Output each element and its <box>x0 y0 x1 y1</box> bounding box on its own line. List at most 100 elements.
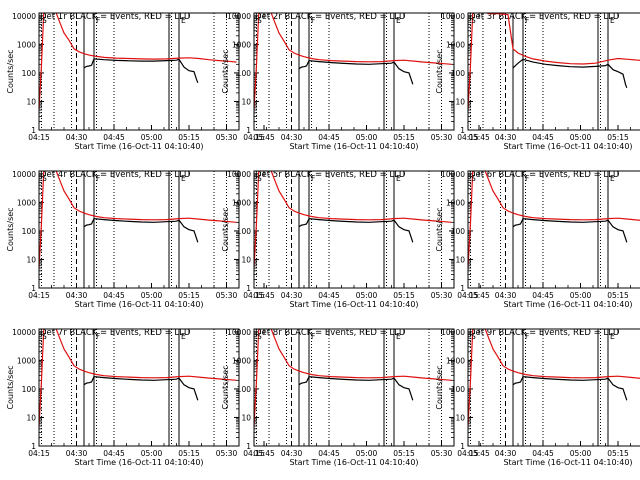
phase-letter: E <box>610 16 615 25</box>
y-tick-label: 10000 <box>12 12 36 21</box>
plot-area <box>39 13 237 130</box>
x-tick-label: 04:30 <box>495 291 517 300</box>
x-tick-label: 05:15 <box>607 449 629 458</box>
phase-letter: E <box>181 332 186 341</box>
x-tick-label: 04:30 <box>495 449 517 458</box>
y-tick-label: 10 <box>455 255 465 264</box>
phase-letter: E <box>181 174 186 183</box>
plot-frame <box>467 12 640 131</box>
y-axis-label: Counts/sec <box>221 207 230 251</box>
lld-series-line <box>254 329 452 427</box>
detector-panel: Det 6r BLACK = Events, RED = LLD 1 10 100 10… <box>435 170 640 309</box>
x-tick-label: 04:45 <box>103 291 125 300</box>
x-tick-label: 04:30 <box>281 449 303 458</box>
plot-frame <box>38 170 240 289</box>
plot-area <box>254 171 452 288</box>
phase-letter: F <box>96 16 100 25</box>
lld-series-line <box>39 329 237 427</box>
plot-frame <box>253 170 455 289</box>
x-tick-label: 05:00 <box>570 133 592 142</box>
phase-letter: S <box>471 332 476 341</box>
y-tick-label: 10 <box>241 413 251 422</box>
y-axis-label: Counts/sec <box>435 365 444 409</box>
x-axis-label: Start Time (16-Oct-11 04:10:40) <box>289 142 418 151</box>
y-tick-label: 100 <box>237 385 252 394</box>
x-tick-label: 05:00 <box>141 291 163 300</box>
x-tick-label: 04:30 <box>495 133 517 142</box>
x-tick-label: 05:30 <box>216 133 238 142</box>
y-axis-label: Counts/sec <box>6 207 15 251</box>
x-tick-label: 04:30 <box>66 449 88 458</box>
y-tick-label: 100 <box>22 227 37 236</box>
phase-letter: S <box>257 174 262 183</box>
x-tick-label: 04:45 <box>532 133 554 142</box>
x-tick-label: 04:45 <box>103 449 125 458</box>
x-tick-label: 04:15 <box>243 449 265 458</box>
x-tick-label: 05:30 <box>216 291 238 300</box>
y-axis-label: Counts/sec <box>221 49 230 93</box>
x-tick-label: 04:45 <box>318 291 340 300</box>
x-tick-label: 04:15 <box>457 291 479 300</box>
panel-title: Det 7r BLACK = Events, RED = LLD <box>40 328 191 338</box>
x-tick-label: 05:45 <box>253 133 275 142</box>
plot-frame <box>38 328 240 447</box>
x-tick-label: 04:45 <box>318 449 340 458</box>
x-tick-label: 04:45 <box>103 133 125 142</box>
x-tick-label: 05:00 <box>356 291 378 300</box>
x-tick-label: 05:30 <box>431 449 453 458</box>
events-series-line <box>83 375 199 401</box>
phase-letter: E <box>610 174 615 183</box>
y-tick-label: 1 <box>31 442 36 451</box>
y-tick-label: 10 <box>241 97 251 106</box>
y-tick-label: 10 <box>241 255 251 264</box>
plot-area <box>254 13 452 130</box>
x-axis-label: Start Time (16-Oct-11 04:10:40) <box>74 300 203 309</box>
y-tick-label: 1000 <box>446 40 465 49</box>
events-series-line <box>298 217 414 243</box>
y-tick-label: 10000 <box>441 12 465 21</box>
phase-letter: F <box>525 16 529 25</box>
x-axis-label: Start Time (16-Oct-11 04:10:40) <box>503 300 632 309</box>
x-tick-label: 05:45 <box>468 291 490 300</box>
y-tick-label: 10 <box>26 413 36 422</box>
y-tick-label: 100 <box>451 227 466 236</box>
plot-area <box>39 171 237 288</box>
x-tick-label: 05:00 <box>356 133 378 142</box>
detector-panel: Det 9r BLACK = Events, RED = LLD 1 10 100 10… <box>435 328 640 467</box>
x-tick-label: 05:15 <box>178 449 200 458</box>
x-tick-label: 04:45 <box>532 449 554 458</box>
x-tick-label: 05:30 <box>216 449 238 458</box>
y-axis-label: Counts/sec <box>6 365 15 409</box>
y-tick-label: 1000 <box>232 356 251 365</box>
phase-letter: S <box>257 16 262 25</box>
x-tick-label: 05:45 <box>468 133 490 142</box>
phase-letter: F <box>311 332 315 341</box>
panel-title: Det 9r BLACK = Events, RED = LLD <box>469 328 620 338</box>
x-axis-label: Start Time (16-Oct-11 04:10:40) <box>74 458 203 467</box>
x-tick-label: 04:15 <box>28 133 50 142</box>
x-tick-label: 05:00 <box>356 449 378 458</box>
y-axis-label: Counts/sec <box>435 49 444 93</box>
x-tick-label: 04:45 <box>318 133 340 142</box>
y-tick-label: 10 <box>455 413 465 422</box>
x-tick-label: 05:00 <box>141 449 163 458</box>
events-series-line <box>83 217 199 243</box>
x-axis-label: Start Time (16-Oct-11 04:10:40) <box>74 142 203 151</box>
y-tick-label: 10 <box>26 255 36 264</box>
y-tick-label: 10 <box>26 97 36 106</box>
x-tick-label: 05:30 <box>431 133 453 142</box>
y-tick-label: 100 <box>22 385 37 394</box>
x-tick-label: 05:15 <box>178 133 200 142</box>
phase-letter: S <box>471 174 476 183</box>
y-tick-label: 100 <box>451 69 466 78</box>
y-tick-label: 1000 <box>17 40 36 49</box>
y-tick-label: 100 <box>237 227 252 236</box>
plot-area <box>468 13 640 130</box>
y-axis-label: Counts/sec <box>221 365 230 409</box>
y-tick-label: 1000 <box>17 198 36 207</box>
y-tick-label: 1000 <box>232 40 251 49</box>
phase-letter: S <box>471 16 476 25</box>
x-tick-label: 05:30 <box>431 291 453 300</box>
x-tick-label: 04:15 <box>457 133 479 142</box>
